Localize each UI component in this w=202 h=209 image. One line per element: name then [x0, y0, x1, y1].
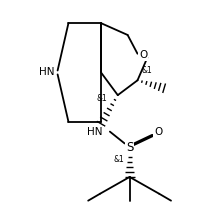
Text: S: S [126, 141, 133, 154]
Text: O: O [154, 127, 162, 137]
Text: HN: HN [87, 127, 103, 137]
Text: &1: &1 [114, 155, 125, 164]
Text: HN: HN [39, 68, 55, 78]
Text: &1: &1 [96, 94, 107, 103]
Text: &1: &1 [141, 66, 152, 75]
Text: O: O [139, 50, 147, 60]
